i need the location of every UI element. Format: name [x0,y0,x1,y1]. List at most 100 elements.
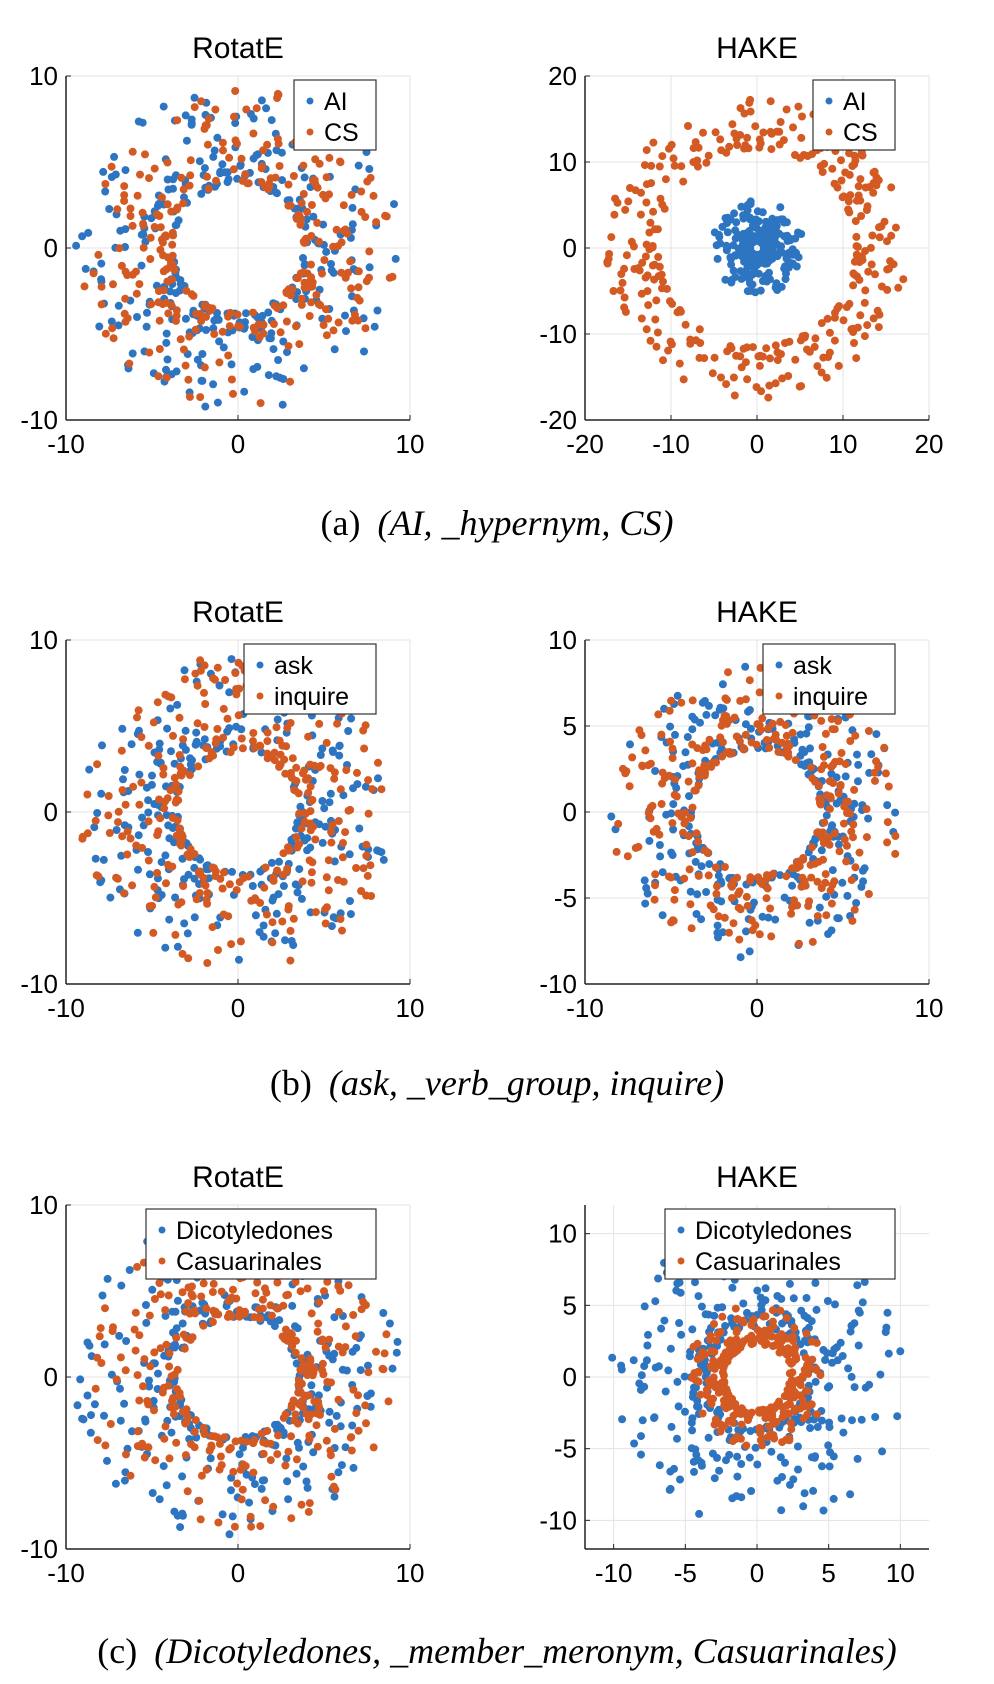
point-Dicotyledones [713,1303,722,1312]
caption-a: (a) (AI, _hypernym, CS) [321,503,674,543]
point-Casuarinales [349,1385,358,1394]
point-inquire [685,865,694,874]
point-AI [176,276,185,285]
point-inquire [359,864,368,873]
x-tick-label: -10 [47,993,85,1023]
point-Casuarinales [278,1332,287,1341]
point-ask [325,798,334,807]
point-inquire [637,731,646,740]
point-ask [279,882,288,890]
point-Casuarinales [766,1332,775,1341]
point-CS [759,128,768,137]
point-Casuarinales [310,1364,319,1373]
point-Casuarinales [294,1376,303,1385]
point-CS [150,223,159,231]
point-Casuarinales [737,1339,746,1348]
point-inquire [284,902,293,911]
point-CS [310,176,319,185]
point-Dicotyledones [832,1343,841,1352]
x-tick-label: 0 [231,429,245,459]
point-inquire [184,954,193,963]
point-CS [775,140,784,149]
point-Dicotyledones [689,1389,698,1397]
point-CS [755,361,764,370]
point-CS [89,269,98,278]
point-ask [790,735,799,744]
point-CS [845,299,854,308]
point-CS [791,355,800,364]
point-AI [765,242,774,251]
point-Casuarinales [731,1304,740,1313]
point-ask [117,851,126,860]
point-Dicotyledones [694,1292,703,1301]
point-CS [891,223,900,232]
point-inquire [238,744,247,753]
point-Casuarinales [361,1301,370,1309]
point-AI [107,173,116,181]
point-CS [121,294,130,303]
point-CS [841,168,850,177]
point-inquire [263,737,272,746]
point-ask [683,733,692,741]
point-CS [743,375,752,384]
point-Dicotyledones [655,1461,664,1470]
point-CS [875,233,884,242]
point-CS [852,232,861,241]
point-AI [249,114,258,123]
point-AI [267,116,276,125]
point-CS [321,194,330,203]
point-CS [773,348,782,357]
point-inquire [134,706,143,715]
point-inquire [322,873,331,882]
point-ask [271,929,280,938]
point-CS [853,251,862,260]
point-CS [362,277,371,286]
point-Dicotyledones [745,1453,754,1462]
point-CS [686,339,695,348]
point-inquire [818,743,827,751]
point-Casuarinales [196,1515,205,1524]
point-inquire [263,749,272,758]
point-inquire [684,832,693,841]
point-Casuarinales [327,1378,335,1387]
point-inquire [307,878,316,887]
point-inquire [743,901,752,910]
point-inquire [154,751,163,760]
point-Dicotyledones [833,1356,842,1365]
point-inquire [279,849,288,858]
point-inquire [114,807,123,816]
point-CS [197,317,206,325]
point-inquire [306,760,315,769]
point-CS [355,296,364,305]
point-Casuarinales [362,1419,370,1428]
point-CS [650,275,659,284]
point-AI [722,241,731,250]
point-inquire [256,742,265,751]
point-ask [804,723,813,732]
point-Dicotyledones [225,1530,234,1539]
point-ask [742,927,750,936]
point-CS [834,361,843,370]
point-AI [318,314,327,323]
point-ask [858,866,867,875]
point-Dicotyledones [330,1313,339,1322]
points-group [603,95,908,402]
point-CS [189,291,198,300]
point-Dicotyledones [90,1400,99,1409]
point-CS [128,270,137,279]
point-inquire [788,864,797,873]
point-Dicotyledones [697,1302,706,1311]
point-AI [209,380,218,389]
point-Casuarinales [303,1284,312,1293]
point-Casuarinales [785,1436,794,1445]
point-Casuarinales [209,1306,218,1315]
point-inquire [665,872,673,881]
point-ask [643,889,652,898]
point-CS [784,372,793,380]
point-inquire [827,715,836,724]
point-Casuarinales [287,1514,296,1523]
point-inquire [177,830,186,839]
point-CS [156,223,165,232]
y-tick-label: 0 [563,233,577,263]
